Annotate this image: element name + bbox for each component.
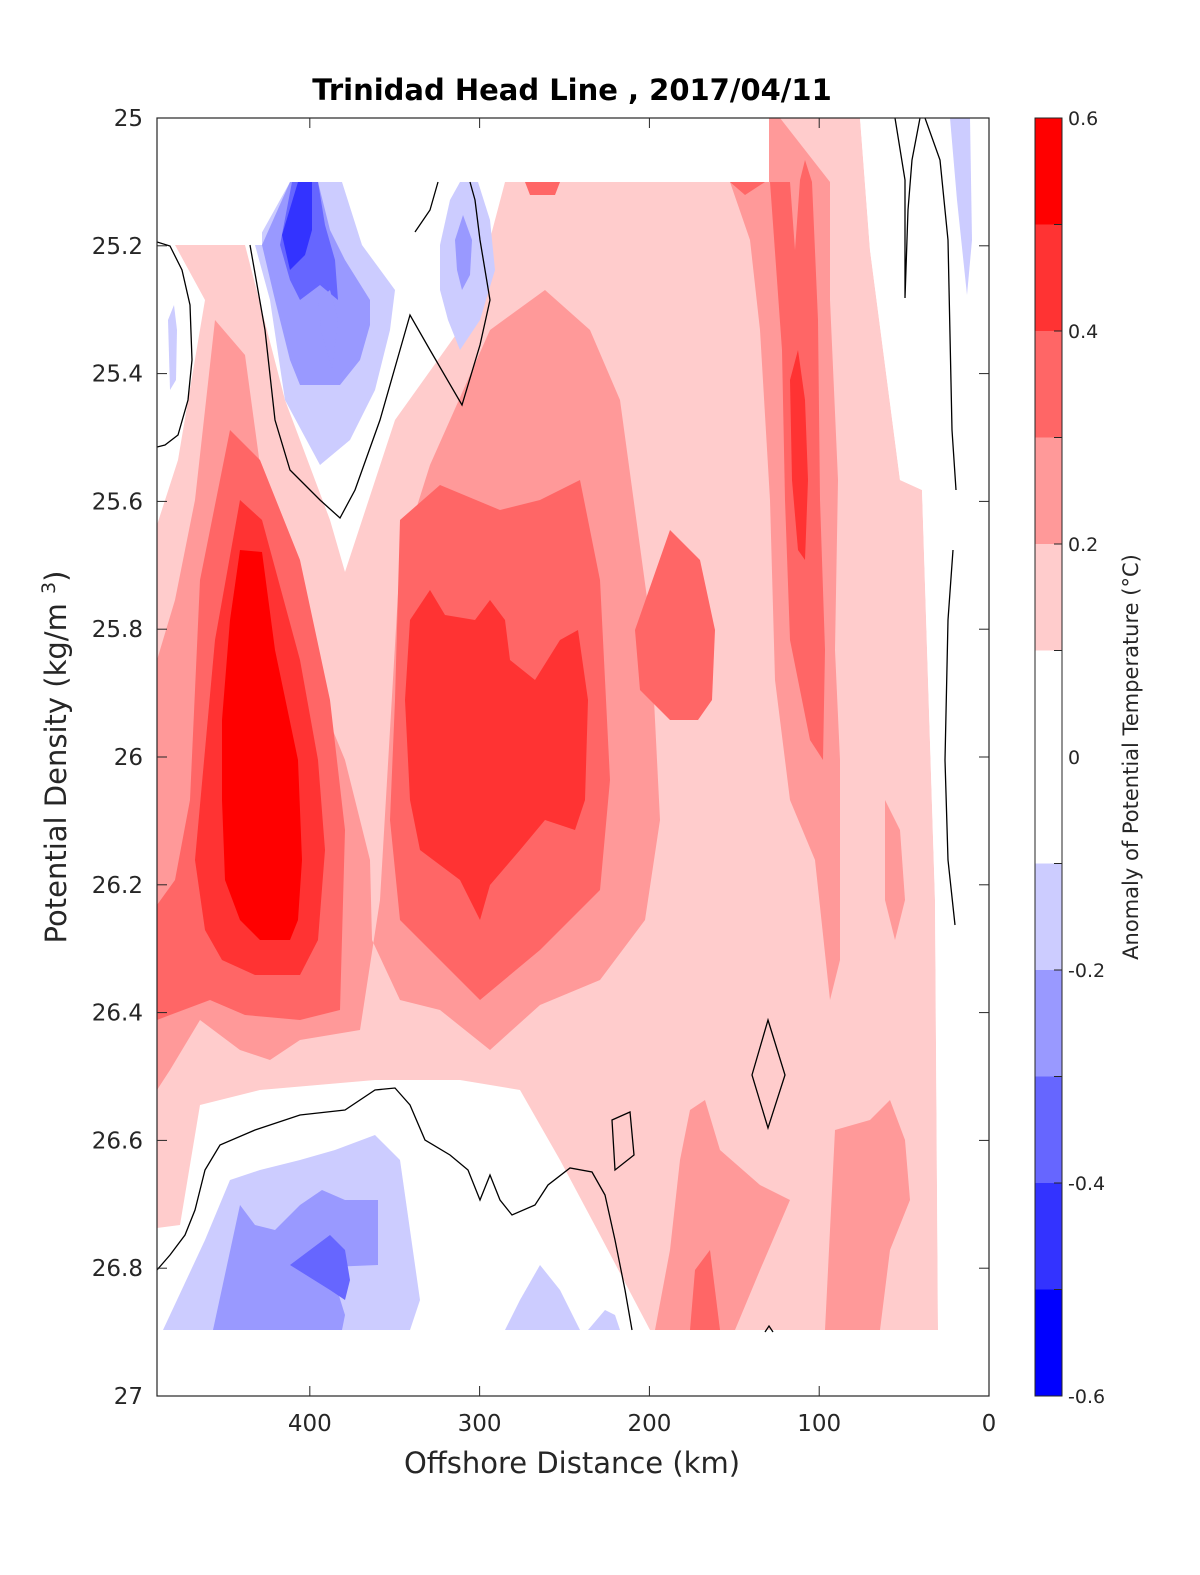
- x-tick-label: 200: [627, 1411, 671, 1437]
- colorbar-segment: [1035, 970, 1062, 1077]
- colorbar-segment: [1035, 331, 1062, 438]
- warm-patch-bottom: [690, 1250, 720, 1330]
- colorbar-segment: [1035, 650, 1062, 864]
- y-tick-label: 25: [114, 106, 143, 132]
- x-axis-title: Offshore Distance (km): [404, 1446, 740, 1480]
- cold-band-lower-2: [213, 1190, 378, 1330]
- colorbar-tick-label: -0.2: [1068, 960, 1105, 982]
- x-tick-label: 0: [982, 1411, 997, 1437]
- y-axis: 25 25.2 25.4 25.6 25.8 26 26.2 26.4 26.6 26.8 27: [92, 106, 989, 1410]
- warm-core-left-5: [222, 550, 302, 940]
- x-tick-label: 400: [288, 1411, 332, 1437]
- colorbar-segment: [1035, 118, 1062, 225]
- no-data-top-left: [157, 182, 262, 245]
- x-axis: 400 300 200 100 0: [288, 118, 996, 1437]
- colorbar-segment: [1035, 1183, 1062, 1290]
- y-tick-label: 25.4: [92, 362, 143, 388]
- x-tick-label: 300: [458, 1411, 502, 1437]
- no-data-bottom: [157, 1330, 989, 1396]
- colorbar-segment: [1035, 1076, 1062, 1183]
- y-tick-label: 25.6: [92, 489, 143, 515]
- colorbar-tick-label: 0: [1068, 747, 1080, 769]
- zero-contour-lines: [157, 118, 957, 1333]
- no-data-right-edge: [860, 118, 989, 1330]
- y-tick-label: 26: [114, 745, 143, 771]
- y-tick-label: 26.2: [92, 873, 143, 899]
- colorbar-frame: [1034, 117, 1063, 1397]
- colorbar-tick-label: 0.4: [1068, 321, 1098, 343]
- warm-core-mid-4: [405, 590, 588, 920]
- no-data-top: [157, 118, 769, 182]
- cold-patch-310-core: [455, 215, 472, 290]
- y-tick-label: 26.8: [92, 1256, 143, 1282]
- colorbar-segment: [1035, 437, 1062, 544]
- warm-patch-top-right: [730, 182, 765, 195]
- colorbar-tick-label: 0.6: [1068, 108, 1098, 130]
- colorbar-tick-label: -0.4: [1068, 1173, 1105, 1195]
- cold-patch-edge: [168, 305, 177, 390]
- colorbar-tick-label: -0.6: [1068, 1386, 1105, 1408]
- y-tick-label: 25.2: [92, 234, 143, 260]
- warm-patch-top: [525, 182, 560, 195]
- x-tick-label: 100: [797, 1411, 841, 1437]
- contour-fills: [157, 118, 989, 1396]
- colorbar-segment: [1035, 1289, 1062, 1396]
- colorbar-segment: [1035, 863, 1062, 970]
- colorbar-tick-label: 0.2: [1068, 534, 1098, 556]
- warm-core-right-4: [790, 350, 808, 560]
- warm-band-bottom-2: [825, 1100, 910, 1330]
- warm-band-bottom-1: [655, 1100, 790, 1330]
- cold-band-upper-4: [282, 182, 312, 270]
- cold-patch-lower-small: [505, 1265, 580, 1330]
- colorbar-segment: [1035, 544, 1062, 651]
- warm-patch-175: [635, 530, 715, 720]
- colorbar-title: Anomaly of Potential Temperature (°C): [1119, 554, 1143, 960]
- y-tick-label: 25.8: [92, 617, 143, 643]
- cold-band-lower-3: [290, 1235, 350, 1300]
- colorbar: 0.6 0.4 0.2 0 -0.2 -0.4 -0.6: [1034, 108, 1105, 1408]
- y-tick-label: 27: [114, 1384, 143, 1410]
- y-tick-label: 26.4: [92, 1001, 143, 1027]
- y-axis-title: Potential Density (kg/m 3): [38, 571, 73, 944]
- y-tick-label: 26.6: [92, 1128, 143, 1154]
- warm-band-right-strip: [885, 800, 905, 940]
- cold-gap-hole: [318, 290, 338, 370]
- chart-title: Trinidad Head Line , 2017/04/11: [312, 73, 832, 107]
- colorbar-segment: [1035, 224, 1062, 331]
- cold-patch-top-right-2: [950, 118, 972, 295]
- cold-patch-lower-tiny: [588, 1310, 620, 1330]
